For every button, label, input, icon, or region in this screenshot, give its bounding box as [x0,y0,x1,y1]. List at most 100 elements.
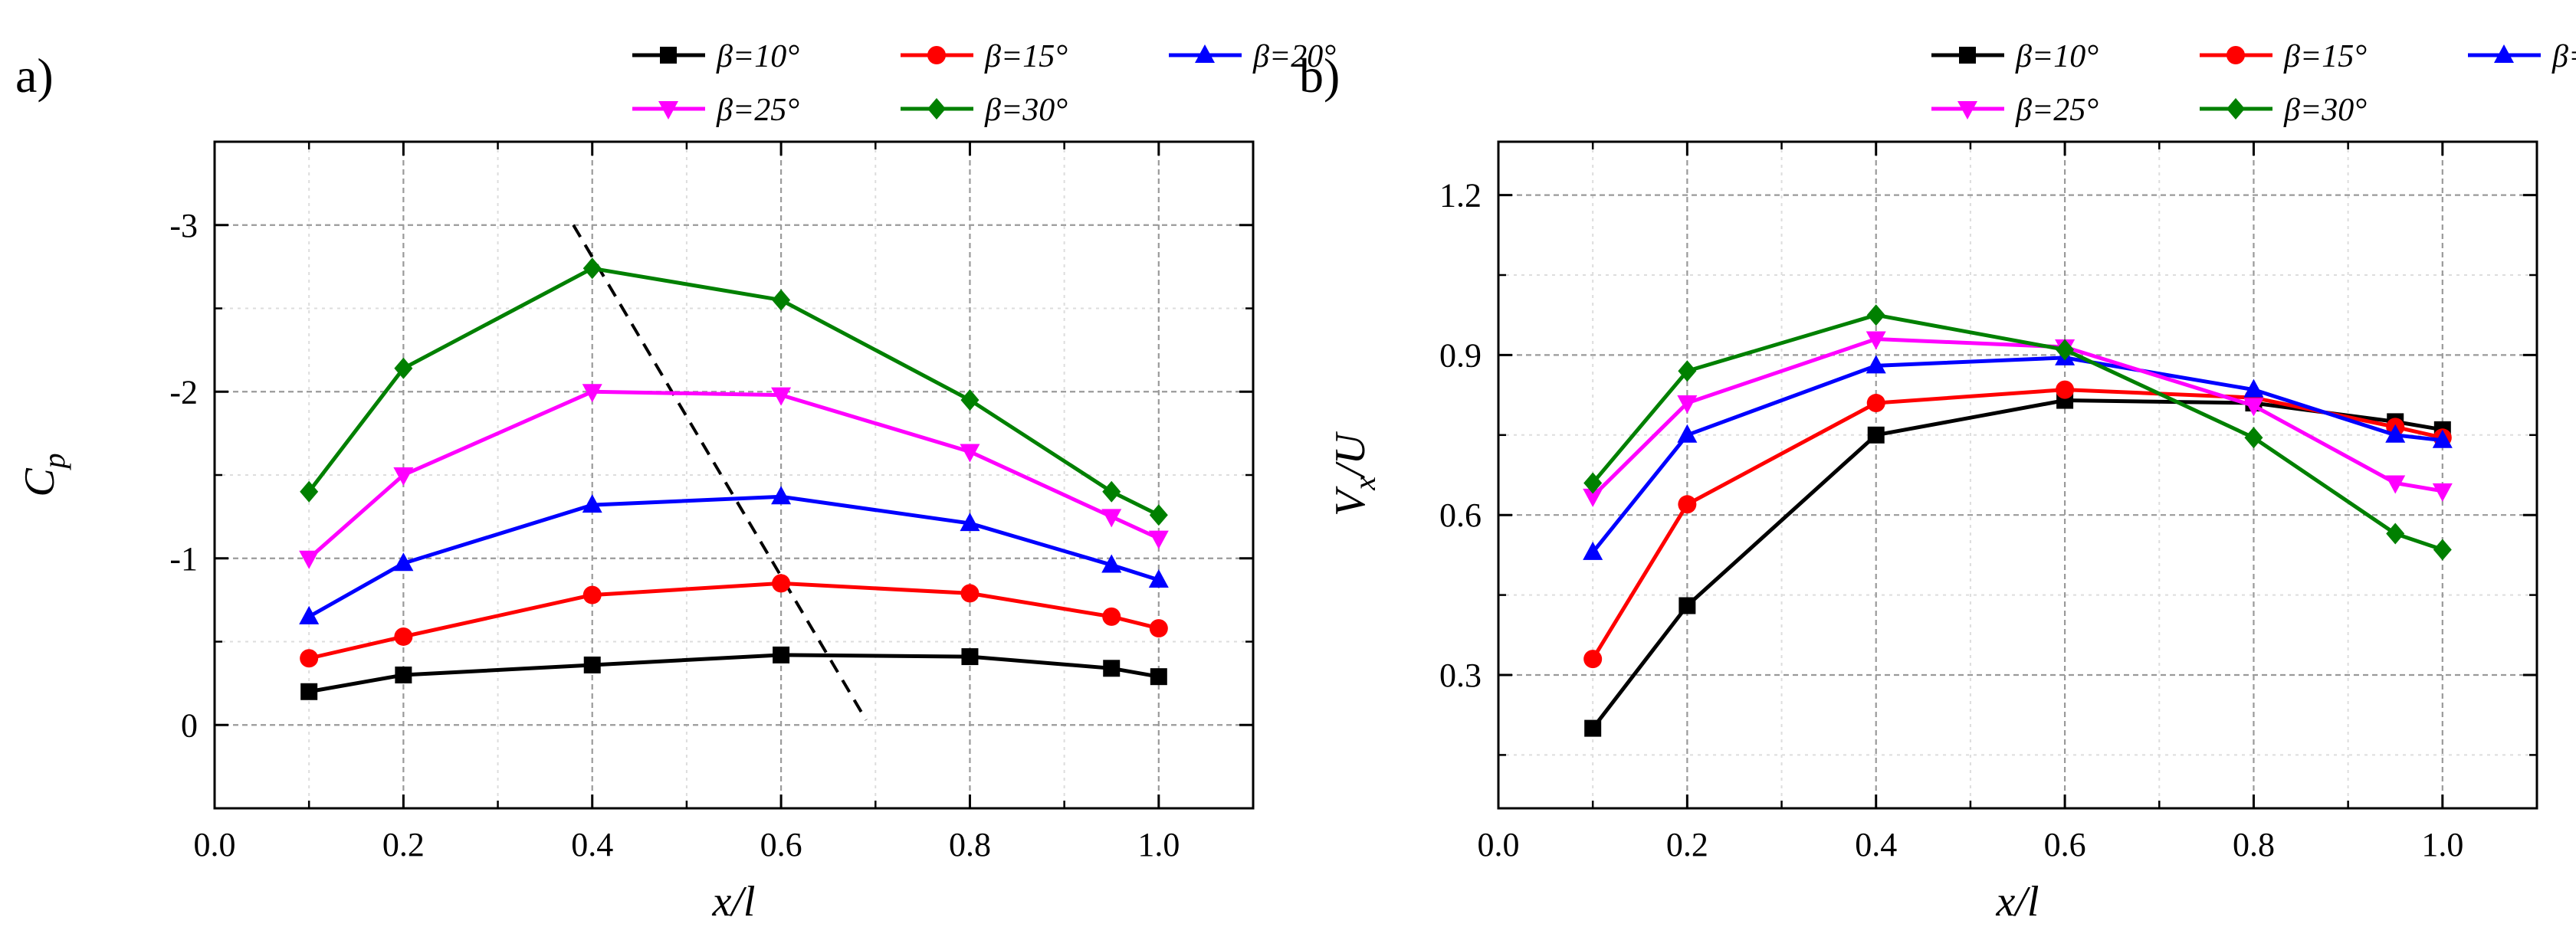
data-point [300,683,318,700]
data-point [772,574,791,593]
series-4 [1583,304,2452,561]
legend-marker [2227,98,2245,120]
data-point [771,387,792,406]
panel-label: b) [1299,48,1340,103]
x-tick-label: 0.8 [2233,826,2275,863]
legend-item: β=10° [632,39,799,74]
data-point [582,494,602,513]
legend-item: β=20° [2468,39,2576,74]
series-1 [300,574,1168,668]
data-point [2056,380,2075,399]
chart-panel-b: 0.0 0.2 0.4 0.6 0.8 1.0 0.3 0.6 0.9 1.2 x/l Vx/U b) β… [1299,39,2576,926]
legend-marker [1195,44,1215,63]
data-point [961,648,979,666]
legend-marker [2227,46,2245,64]
series-line [308,581,1160,660]
legend-label: β=25° [716,93,799,128]
data-point [300,649,319,668]
data-point [394,357,413,379]
y-tick-label: 0.3 [1439,657,1482,694]
data-point [1866,355,1886,374]
series-3 [1583,331,2453,507]
series-line [1591,388,2443,660]
data-point [1583,488,1603,507]
series-2 [1583,346,2453,560]
x-tick-label: 0.4 [571,826,613,863]
series-line [1591,355,2443,554]
y-tick-label: -1 [169,540,198,578]
data-point [1101,554,1122,573]
data-point [2056,339,2075,361]
data-point [394,627,413,646]
x-tick-label: 0.2 [1666,826,1708,863]
legend-item: β=20° [1169,39,1336,74]
data-point [2244,427,2263,449]
legend-marker [927,46,946,64]
y-axis-label-subscript: x [1347,477,1382,491]
data-point [393,552,414,572]
data-point [960,584,980,603]
series-line [307,389,1160,560]
data-point [300,480,319,503]
data-point [1583,541,1603,560]
data-point [771,486,792,505]
data-point [1867,426,1885,444]
y-tick-label: 0.9 [1439,336,1482,374]
legend-label: β=15° [2283,39,2367,74]
data-point [2433,539,2452,561]
data-point [1149,619,1168,638]
data-point [2243,398,2264,417]
data-point [2432,483,2453,502]
data-point [1677,395,1698,414]
legend-marker [1959,47,1976,64]
data-point [960,513,980,532]
data-point [2385,475,2406,494]
y-tick-label: 0.6 [1439,496,1482,534]
legend-marker [2494,44,2514,63]
y-axis-label-main: V [1327,486,1374,516]
legend-item: β=25° [1931,93,2099,128]
data-point [1866,304,1885,326]
x-tick-label: 0.2 [382,826,425,863]
legend-marker [658,101,678,120]
legend-label: β=30° [2283,93,2367,128]
data-point [773,646,790,663]
dashed-trend-line [572,224,868,721]
x-tick-label: 0.0 [194,826,236,863]
data-point [2385,424,2406,443]
legend-label: β=25° [2015,93,2099,128]
data-point [583,656,601,673]
x-axis-label: x/l [712,878,756,926]
legend-label: β=20° [2551,39,2576,74]
legend-item: β=15° [901,39,1068,74]
x-axis-label: x/l [1996,878,2039,926]
data-point [1148,569,1169,588]
data-point [1150,668,1167,686]
y-axis-label: Cp [16,453,71,496]
data-point [582,585,602,604]
series-2 [299,486,1169,624]
data-point [2432,429,2453,448]
data-point [1583,472,1603,494]
data-point [1678,495,1697,514]
series-3 [299,384,1169,569]
data-point [1103,660,1121,677]
data-point [1866,331,1886,350]
y-axis-label-subscript: p [37,453,71,470]
series-4 [300,257,1168,526]
legend-label: β=10° [2015,39,2099,74]
data-point [960,389,980,411]
x-tick-label: 0.8 [949,826,991,863]
data-point [582,257,602,280]
data-point [772,289,791,311]
legend-item: β=30° [901,93,1068,128]
series-line [307,494,1160,619]
data-point [1148,530,1169,549]
data-point [1866,394,1885,413]
data-point [393,467,414,486]
data-point [1102,607,1121,626]
y-axis-label: Vx/U [1327,431,1382,516]
y-tick-label: -3 [169,207,198,244]
y-tick-label: 1.2 [1439,177,1482,215]
